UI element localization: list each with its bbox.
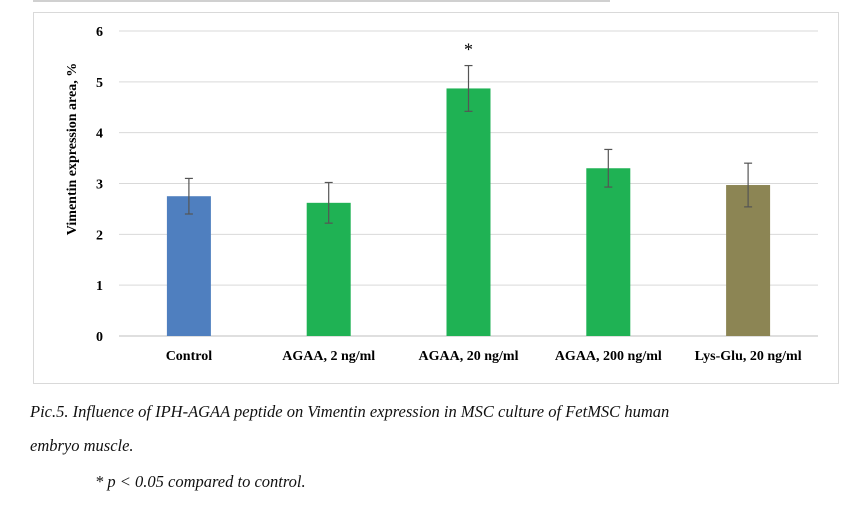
top-divider-line — [33, 0, 610, 2]
bar — [446, 88, 491, 336]
y-tick-label: 1 — [96, 279, 103, 294]
bar — [586, 168, 631, 336]
y-tick-label: 6 — [96, 25, 103, 40]
x-category-label: Lys-Glu, 20 ng/ml — [695, 349, 802, 364]
x-category-label: AGAA, 2 ng/ml — [282, 349, 375, 364]
labels: 0 1 2 3 4 5 6 Control AGAA, 2 ng/ml AGAA, 20 ng/m… — [96, 25, 802, 364]
y-tick-label: 3 — [96, 178, 103, 193]
y-tick-label: 4 — [96, 127, 103, 142]
x-category-label: AGAA, 20 ng/ml — [419, 349, 519, 364]
x-category-label: AGAA, 200 ng/ml — [555, 349, 662, 364]
chart-area: 0 1 2 3 4 5 6 Control AGAA, 2 ng/ml AGAA, 20 ng/m… — [33, 12, 839, 384]
y-tick-label: 2 — [96, 228, 103, 243]
significance-marker: * — [464, 40, 473, 60]
figure-caption: Pic.5. Influence of IPH-AGAA peptide on … — [30, 395, 850, 463]
significance-footnote: * p < 0.05 compared to control. — [95, 472, 306, 491]
bar — [726, 185, 771, 336]
x-category-label: Control — [166, 349, 213, 364]
bar-chart: 0 1 2 3 4 5 6 Control AGAA, 2 ng/ml AGAA, 20 ng/m… — [65, 25, 818, 364]
y-tick-label: 0 — [96, 330, 103, 345]
bars — [166, 88, 771, 336]
caption-line-2: embryo muscle. — [30, 436, 134, 455]
error-bars — [184, 64, 753, 224]
caption-line-1: Pic.5. Influence of IPH-AGAA peptide on … — [30, 402, 670, 421]
bar — [166, 196, 211, 336]
y-axis-title: Vimentin expression area, % — [65, 63, 80, 235]
bar — [306, 202, 351, 336]
y-tick-label: 5 — [96, 76, 103, 91]
